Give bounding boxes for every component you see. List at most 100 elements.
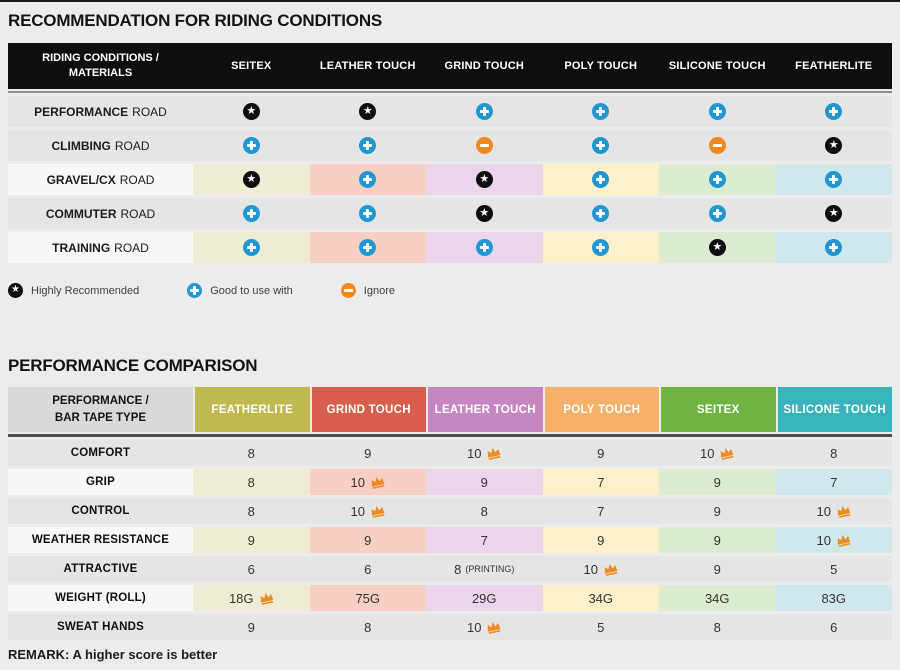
first-column-header: PERFORMANCE / BAR TAPE TYPE (8, 387, 193, 432)
score-cell: 10 (426, 440, 543, 466)
crown-icon (719, 447, 734, 460)
score-value: 9 (247, 619, 255, 635)
score-cell: 9 (659, 556, 776, 582)
score-value: 8 (480, 503, 488, 519)
score-cell: 18G (193, 585, 310, 611)
score-value: 10 (817, 504, 851, 519)
rating-cell (193, 130, 310, 161)
table-row: CONTROL 8 10 8 7 9 10 (8, 498, 892, 524)
plus-icon (242, 137, 260, 154)
table-row: ATTRACTIVE 6 6 8 (PRINTING) 10 9 5 (8, 556, 892, 582)
crown-icon (486, 621, 501, 634)
minus-icon (708, 137, 726, 154)
score-cell: 7 (775, 469, 892, 495)
column-header: FEATHERLITE (795, 60, 873, 72)
score-value: 8 (830, 445, 838, 461)
score-note: (PRINTING) (465, 564, 515, 574)
star-icon: ★ (242, 171, 260, 188)
star-icon: ★ (708, 239, 726, 256)
row-label-bold: CLIMBING (51, 138, 111, 153)
score-cell: 8 (659, 614, 776, 640)
table-row: COMFORT 8 9 10 9 10 8 (8, 440, 892, 466)
crown-icon (836, 505, 851, 518)
score-value: 5 (597, 619, 605, 635)
rating-cell (310, 130, 427, 161)
recommendation-title: RECOMMENDATION FOR RIDING CONDITIONS (8, 11, 383, 30)
score-value: 6 (830, 619, 838, 635)
score-cell: 9 (659, 527, 776, 553)
legend: ★ Highly Recommended Good to use with Ig… (8, 283, 892, 298)
column-header: SEITEX (231, 60, 272, 72)
score-value: 10 (467, 620, 501, 635)
rating-cell: ★ (426, 164, 543, 195)
row-label: WEATHER RESISTANCE (8, 527, 193, 553)
score-value: 10 (817, 533, 851, 548)
score-value: 9 (597, 532, 605, 548)
star-icon: ★ (242, 103, 260, 120)
score-cell: 8 (PRINTING) (426, 556, 543, 582)
score-value: 7 (830, 474, 838, 490)
score-cell: 5 (543, 614, 660, 640)
row-label-bold: GRAVEL/CX (46, 172, 116, 187)
score-cell: 10 (775, 527, 892, 553)
score-value: 9 (713, 503, 721, 519)
score-value: 8 (713, 619, 721, 635)
rating-cell (193, 198, 310, 229)
score-value: 6 (247, 561, 255, 577)
rating-cell (659, 130, 776, 161)
row-label: CONTROL (71, 505, 130, 517)
score-cell: 8 (776, 440, 893, 466)
header-separator (8, 91, 892, 93)
plus-icon (592, 171, 610, 188)
minus-icon (340, 283, 356, 298)
rating-cell (542, 232, 659, 263)
rating-cell (426, 130, 543, 161)
table-row: COMMUTER ROAD ★ ★ (8, 198, 892, 229)
rating-cell (543, 130, 660, 161)
column-header: SILICONE TOUCH (668, 60, 766, 72)
score-value: 9 (480, 474, 488, 490)
content: RECOMMENDATION FOR RIDING CONDITIONS RID… (8, 11, 892, 662)
score-cell: 10 (543, 556, 660, 582)
row-label: GRAVEL/CX ROAD (8, 164, 193, 195)
score-value: 83G (821, 590, 847, 606)
crown-icon (836, 534, 851, 547)
score-value: 10 (351, 475, 385, 490)
score-cell: 10 (659, 440, 776, 466)
score-value: 7 (480, 532, 488, 548)
rating-cell: ★ (310, 96, 427, 127)
rating-cell (426, 96, 543, 127)
rating-cell (309, 164, 426, 195)
score-value: 9 (597, 445, 605, 461)
legend-label: Highly Recommended (31, 284, 140, 297)
score-value: 29G (471, 590, 497, 606)
plus-icon (592, 137, 610, 154)
rating-cell: ★ (193, 96, 310, 127)
plus-icon (187, 283, 203, 298)
row-label: PERFORMANCE ROAD (34, 104, 167, 119)
rating-cell (426, 232, 543, 263)
plus-icon (242, 239, 260, 256)
column-header: LEATHER TOUCH (319, 60, 416, 72)
performance-table-body: COMFORT 8 9 10 9 10 8 GRIP 8 10 9 7 9 7 CONTROL 8 10 8 7 9 1… (8, 440, 892, 640)
legend-item: ★ Highly Recommended (8, 283, 139, 298)
column-header: POLY TOUCH (564, 60, 638, 72)
score-cell: 8 (193, 440, 310, 466)
score-value: 8 (PRINTING) (454, 561, 515, 577)
table-row: TRAINING ROAD ★ (8, 232, 892, 263)
crown-icon (603, 563, 618, 576)
score-cell: 10 (309, 469, 426, 495)
rating-cell (776, 96, 893, 127)
plus-icon (359, 171, 377, 188)
plus-icon (825, 239, 843, 256)
column-header: GRIND TOUCH (309, 387, 426, 432)
rating-cell: ★ (659, 232, 776, 263)
table-row: PERFORMANCE ROAD ★ ★ (8, 96, 892, 127)
rating-cell (543, 198, 660, 229)
plus-icon (592, 103, 610, 120)
score-value: 34G (588, 590, 614, 606)
star-icon: ★ (359, 103, 377, 120)
score-value: 18G (229, 591, 274, 606)
score-cell: 8 (193, 469, 310, 495)
star-icon: ★ (825, 137, 843, 154)
